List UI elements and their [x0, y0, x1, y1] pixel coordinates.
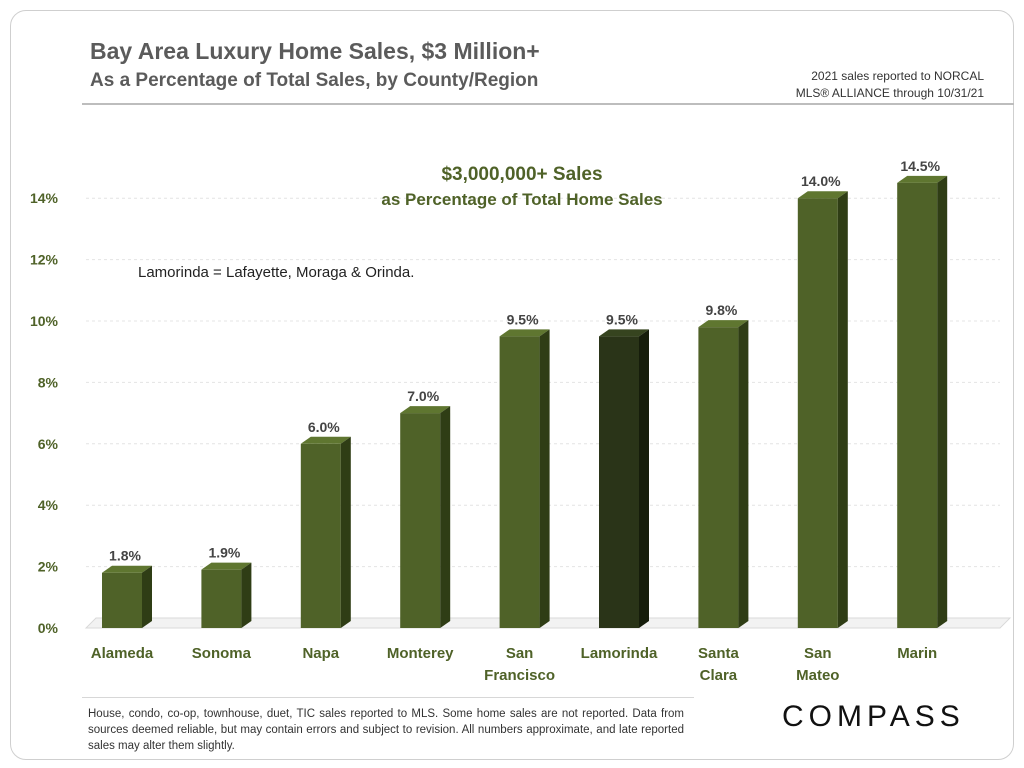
header-divider [82, 103, 1014, 105]
x-tick-label: Francisco [484, 667, 555, 684]
data-label: 7.0% [407, 388, 439, 404]
data-label: 9.5% [507, 311, 539, 327]
data-label: 6.0% [308, 419, 340, 435]
bar [102, 572, 142, 628]
bar [300, 443, 341, 628]
y-tick-label: 6% [38, 436, 59, 452]
source-line-1: 2021 sales reported to NORCAL [811, 69, 984, 83]
x-tick-label: Alameda [91, 645, 154, 662]
bar-top-face [698, 320, 749, 328]
bar-top-face [201, 562, 252, 570]
bar [698, 327, 739, 628]
bar [400, 413, 441, 628]
bar [201, 569, 242, 628]
data-label: 9.8% [705, 302, 737, 318]
data-label: 1.8% [109, 548, 141, 564]
bar-side-face [837, 191, 848, 628]
chart-annotation: Lamorinda = Lafayette, Moraga & Orinda. [138, 264, 414, 281]
bar-top-face [499, 329, 550, 337]
bar-side-face [639, 329, 649, 628]
data-label: 14.0% [801, 173, 841, 189]
footnote: House, condo, co-op, townhouse, duet, TI… [88, 708, 684, 752]
page-title: Bay Area Luxury Home Sales, $3 Million+ [90, 38, 540, 64]
bar-top-face [102, 565, 152, 573]
x-tick-label: Marin [897, 645, 937, 662]
bar [797, 198, 838, 628]
y-tick-label: 12% [30, 252, 59, 268]
x-tick-label: Napa [302, 645, 339, 662]
x-tick-label: Sonoma [192, 645, 252, 662]
x-tick-label: San [506, 645, 534, 662]
chart-title: $3,000,000+ Sales [441, 164, 602, 185]
bar-top-face [599, 329, 649, 337]
bar [599, 336, 639, 628]
bar-top-face [400, 406, 451, 414]
compass-logo: COMPASS [782, 700, 965, 733]
bar-side-face [738, 320, 749, 628]
bar-side-face [937, 175, 948, 628]
bar [499, 336, 540, 628]
source-note: 2021 sales reported to NORCAL MLS® ALLIA… [724, 68, 984, 102]
bar-top-face [300, 436, 351, 444]
y-tick-label: 8% [38, 374, 59, 390]
y-tick-label: 14% [30, 190, 59, 206]
x-tick-label: Clara [700, 667, 738, 684]
page-subtitle: As a Percentage of Total Sales, by Count… [90, 70, 539, 91]
x-tick-label: Lamorinda [581, 645, 658, 662]
bar [897, 182, 938, 628]
y-tick-label: 2% [38, 559, 59, 575]
bar-top-face [797, 191, 848, 199]
y-tick-label: 4% [38, 497, 59, 513]
bar-side-face [241, 562, 252, 628]
data-label: 9.5% [606, 311, 638, 327]
chart-subtitle: as Percentage of Total Home Sales [381, 190, 662, 209]
data-label: 14.5% [900, 158, 940, 174]
bar-side-face [340, 436, 351, 628]
x-tick-label: San [804, 645, 832, 662]
bar-side-face [539, 329, 550, 628]
bar-side-face [440, 406, 451, 628]
y-tick-label: 10% [30, 313, 59, 329]
x-tick-label: Santa [698, 645, 740, 662]
source-line-2: MLS® ALLIANCE through 10/31/21 [795, 86, 984, 100]
x-tick-label: Mateo [796, 667, 839, 684]
bar-side-face [142, 565, 152, 628]
data-label: 1.9% [208, 545, 240, 561]
bar-top-face [897, 175, 948, 183]
footer-divider [82, 697, 694, 698]
y-tick-label: 0% [38, 620, 59, 636]
x-tick-label: Monterey [387, 645, 454, 662]
